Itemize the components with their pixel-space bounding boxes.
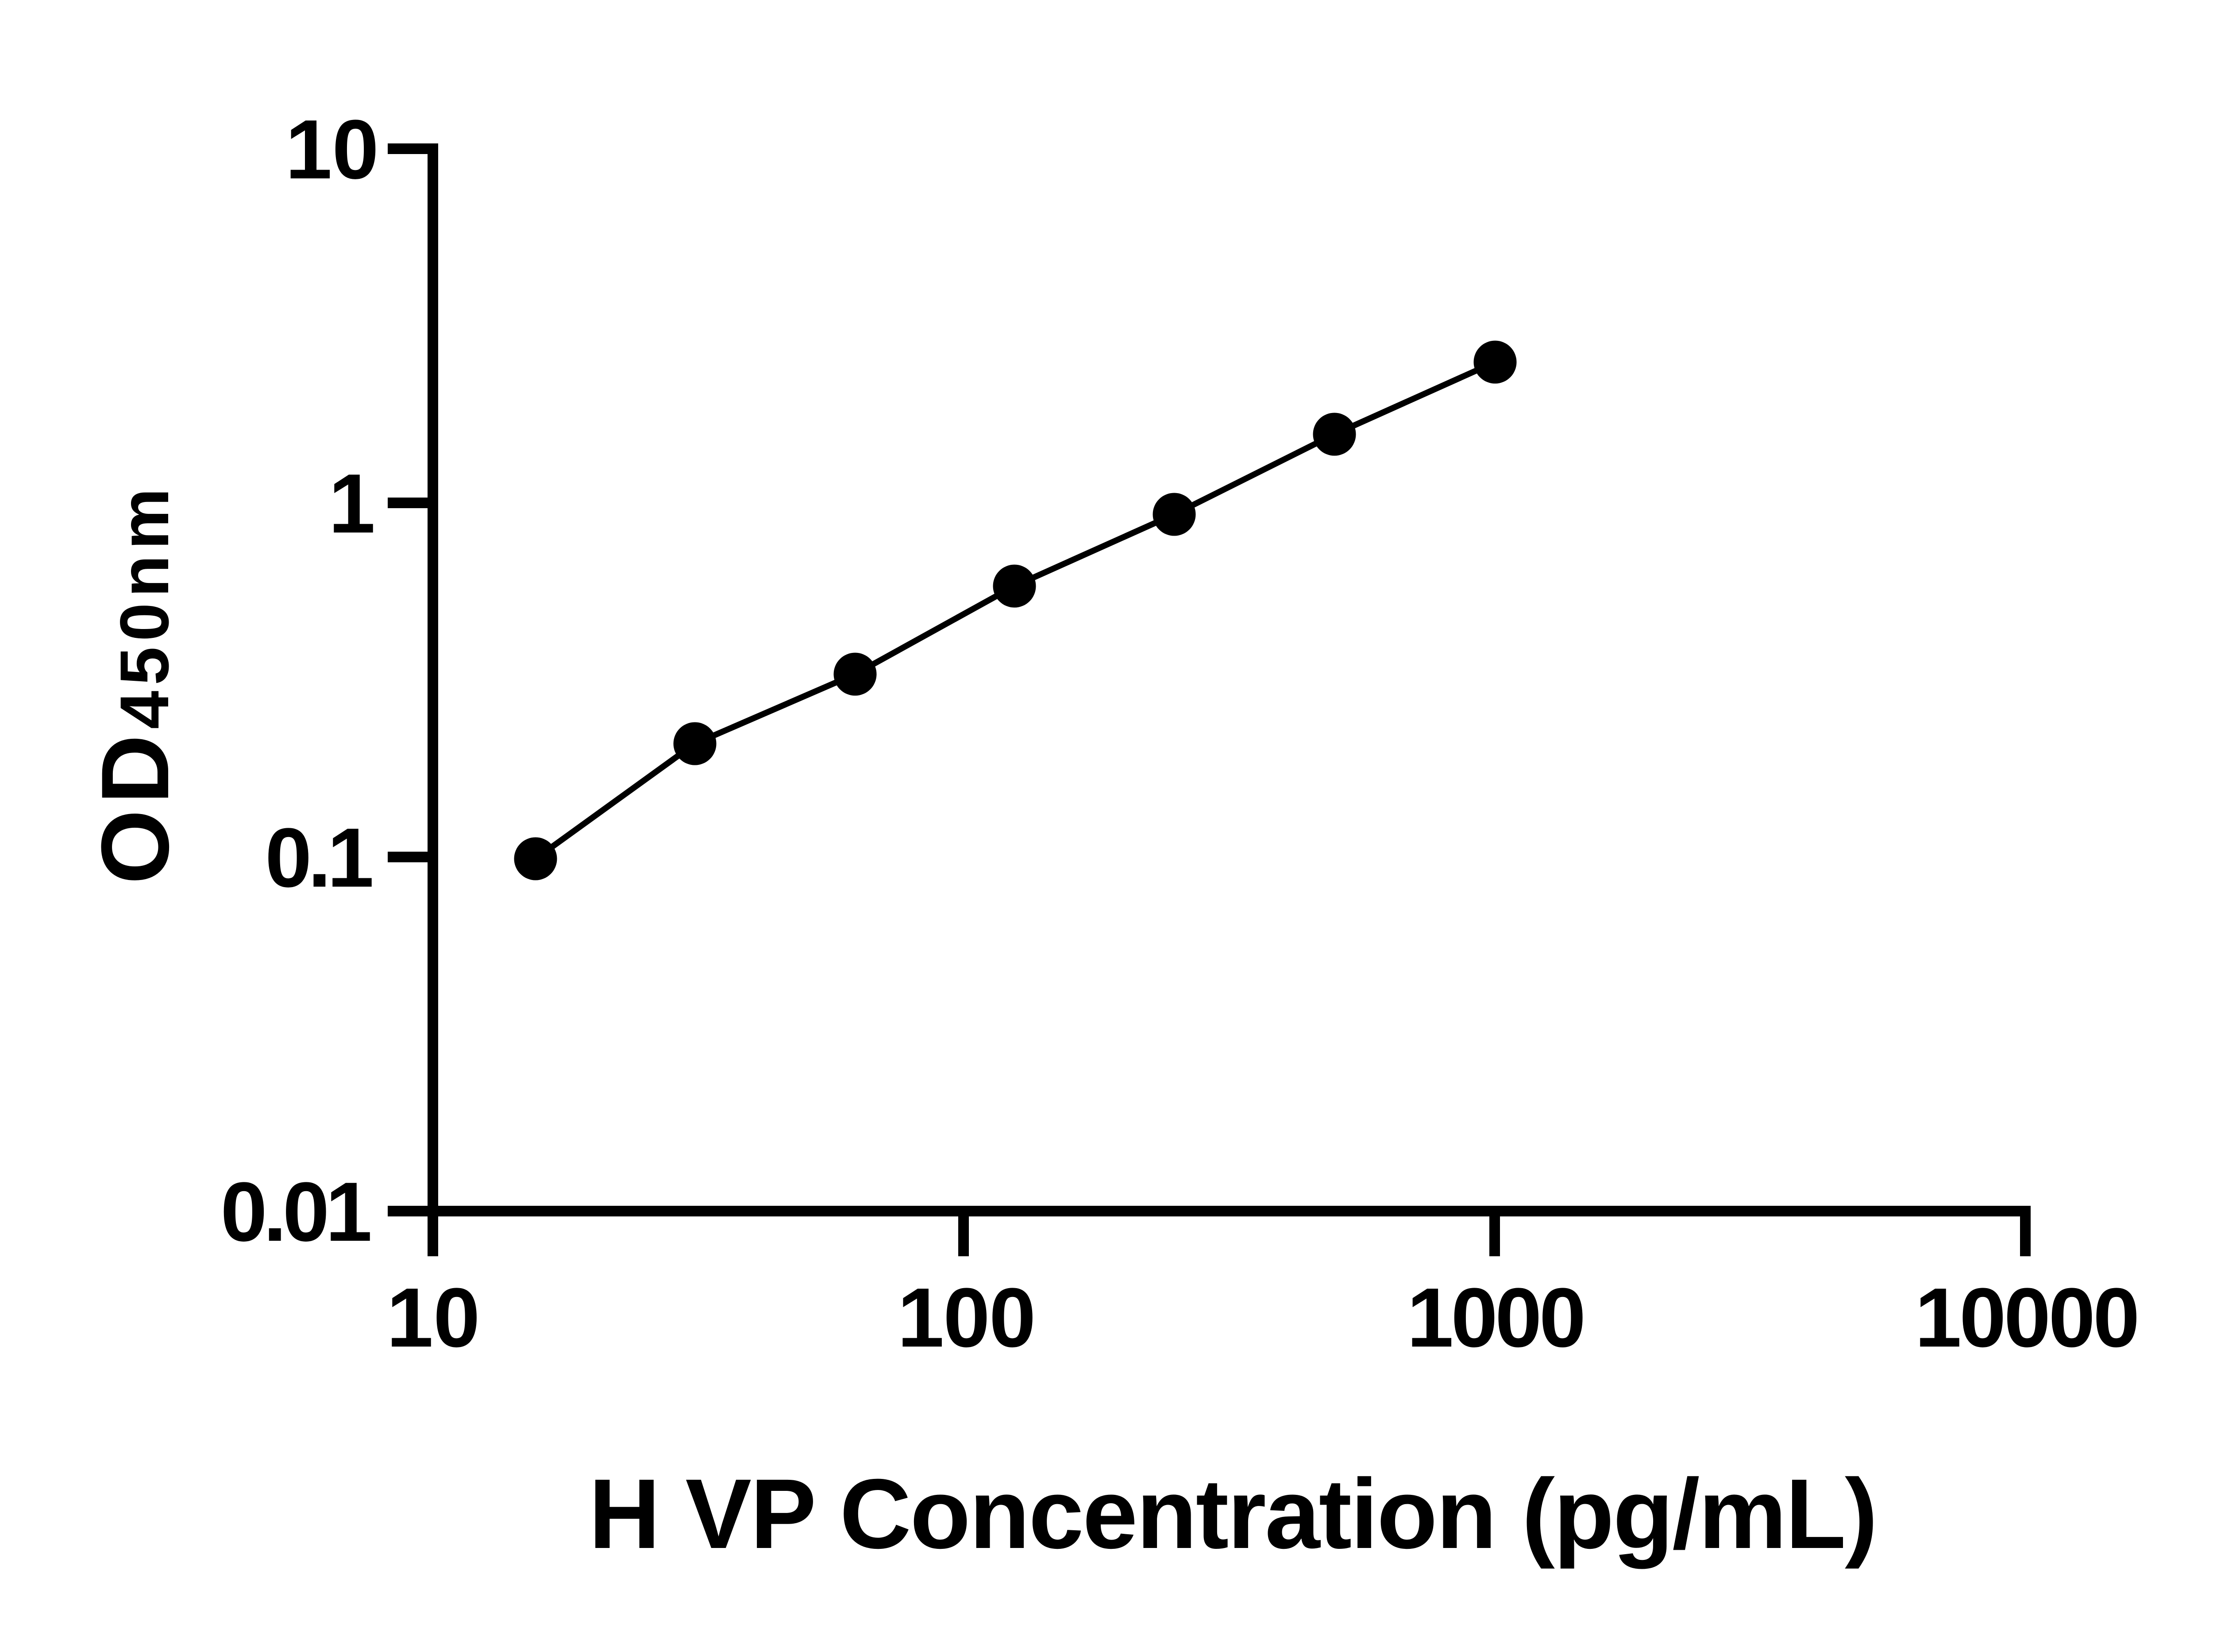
- svg-text:10: 10: [386, 1271, 480, 1365]
- svg-text:1: 1: [328, 457, 375, 551]
- svg-text:10000: 10000: [1915, 1271, 2137, 1365]
- svg-text:H VP Concentration (pg/mL): H VP Concentration (pg/mL): [589, 1459, 1877, 1569]
- svg-text:100: 100: [897, 1271, 1035, 1365]
- svg-text:1000: 1000: [1407, 1271, 1584, 1365]
- svg-text:0.01: 0.01: [220, 1165, 370, 1259]
- svg-text:OD450nm: OD450nm: [81, 482, 189, 884]
- svg-text:10: 10: [285, 103, 379, 197]
- svg-text:0.1: 0.1: [265, 811, 372, 905]
